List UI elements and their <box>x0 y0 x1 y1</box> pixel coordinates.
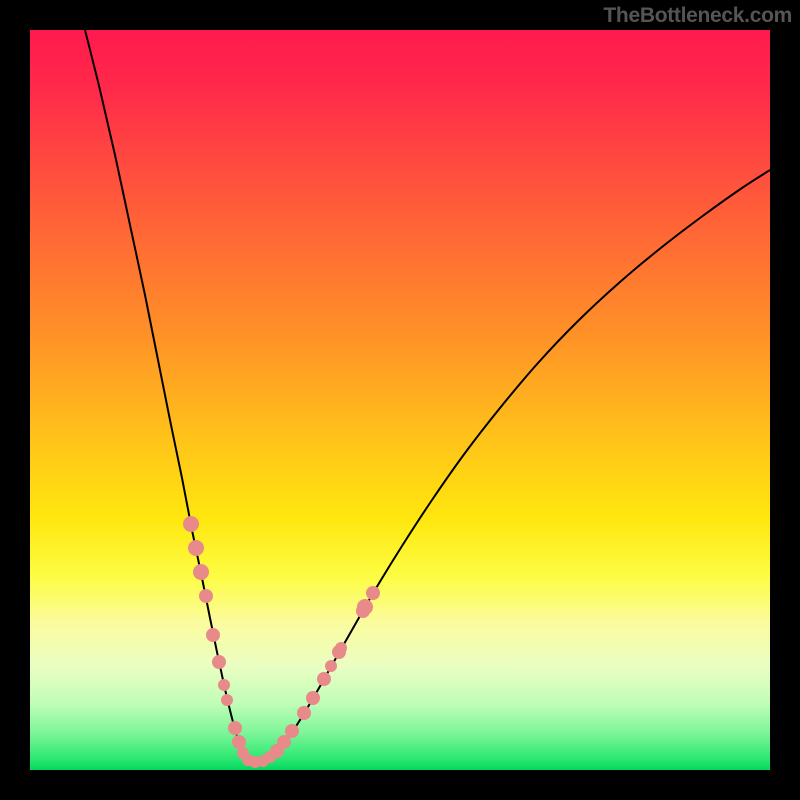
data-marker <box>183 516 199 532</box>
data-marker <box>285 724 299 738</box>
watermark-text: TheBottleneck.com <box>603 4 792 28</box>
data-marker <box>188 540 204 556</box>
data-marker <box>221 694 233 706</box>
data-marker <box>332 645 346 659</box>
data-marker <box>206 628 220 642</box>
data-marker <box>357 599 373 615</box>
data-marker <box>232 735 246 749</box>
bottleneck-chart <box>30 30 770 770</box>
data-marker <box>297 706 311 720</box>
data-marker <box>228 721 242 735</box>
chart-frame: TheBottleneck.com <box>0 0 800 800</box>
plot-area <box>30 30 770 770</box>
data-marker <box>193 564 209 580</box>
data-marker <box>317 672 331 686</box>
data-marker <box>212 655 226 669</box>
data-marker <box>325 660 337 672</box>
data-marker <box>199 589 213 603</box>
gradient-background <box>30 30 770 770</box>
data-marker <box>366 586 380 600</box>
data-marker <box>218 679 230 691</box>
data-marker <box>306 691 320 705</box>
